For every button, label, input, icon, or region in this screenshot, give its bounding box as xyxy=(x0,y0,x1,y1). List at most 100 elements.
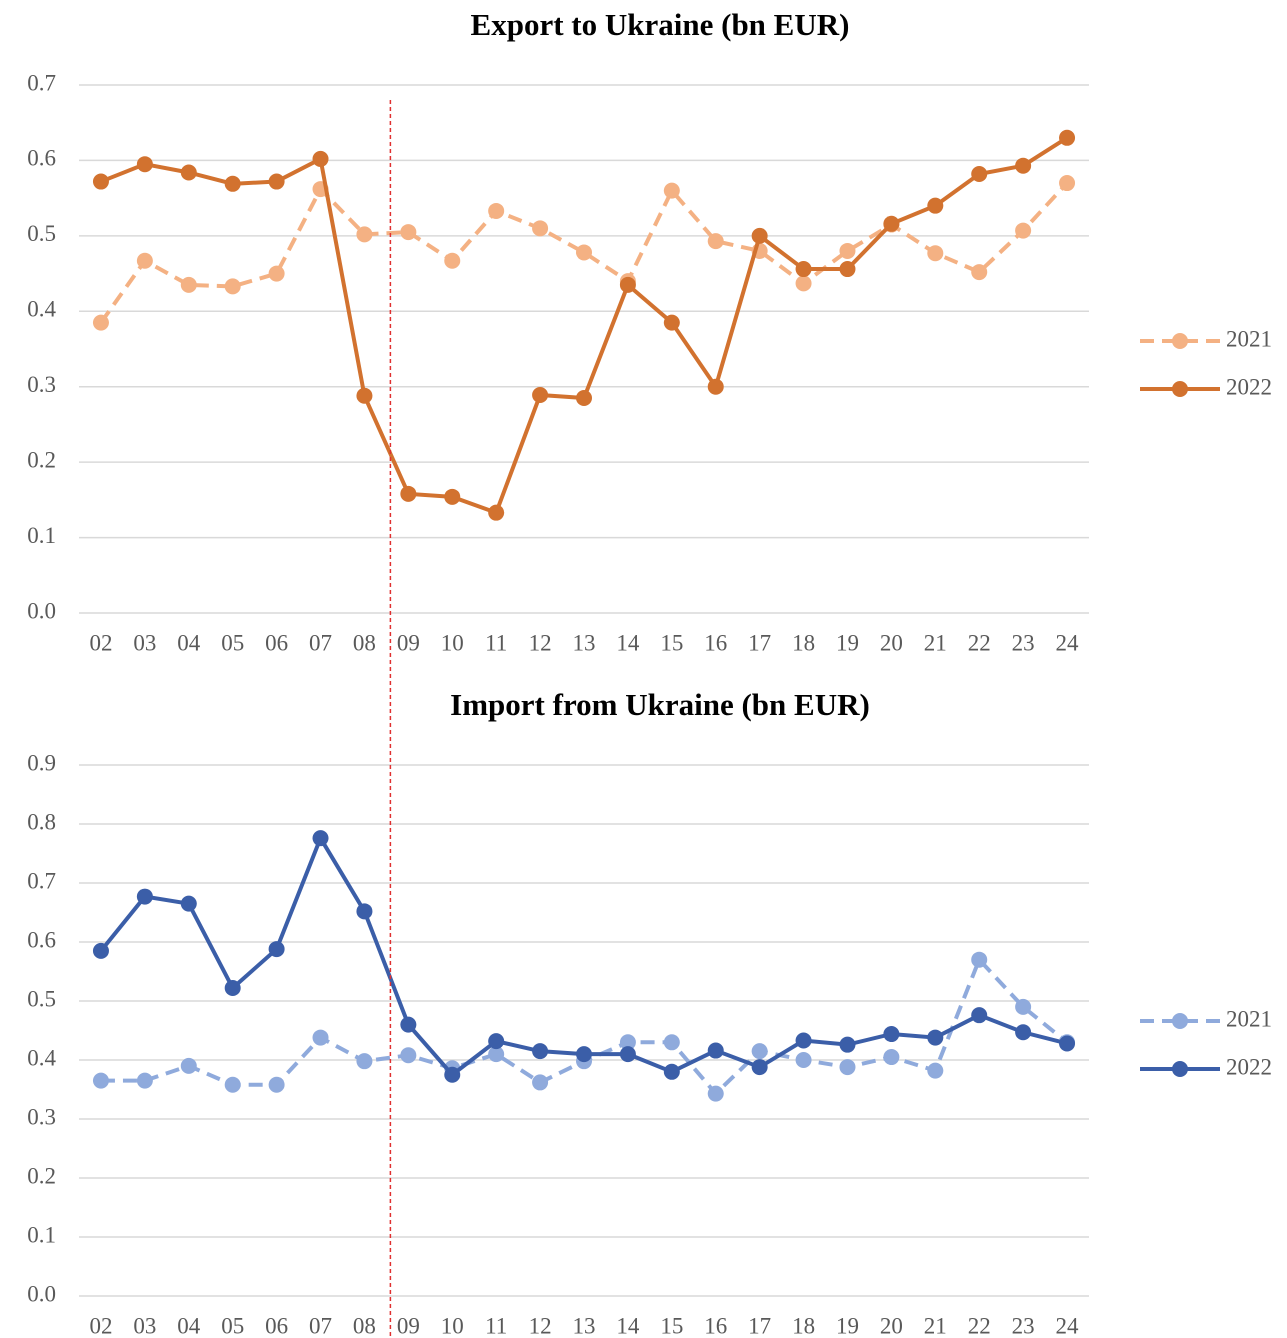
data-point xyxy=(707,378,724,395)
x-tick-label: 18 xyxy=(792,630,815,655)
data-point xyxy=(312,150,329,167)
data-point xyxy=(883,1026,900,1043)
data-point xyxy=(663,182,680,199)
x-tick-label: 24 xyxy=(1056,1313,1080,1338)
data-point xyxy=(92,173,109,190)
chart-title: Import from Ukraine (bn EUR) xyxy=(450,687,870,722)
data-point xyxy=(224,980,241,997)
data-point xyxy=(619,1046,636,1063)
data-point xyxy=(136,252,153,269)
data-point xyxy=(1015,222,1032,239)
data-point xyxy=(400,1016,417,1033)
data-point xyxy=(224,175,241,192)
x-tick-label: 14 xyxy=(616,1313,640,1338)
data-point xyxy=(619,276,636,293)
x-tick-label: 13 xyxy=(573,630,596,655)
x-tick-label: 04 xyxy=(177,630,201,655)
data-point xyxy=(663,314,680,331)
data-line xyxy=(99,181,1069,324)
x-tick-label: 21 xyxy=(924,1313,947,1338)
data-point xyxy=(1015,1024,1032,1041)
data-point xyxy=(883,1049,900,1066)
x-tick-label: 12 xyxy=(529,630,552,655)
y-tick-label: 0.5 xyxy=(27,221,56,246)
legend-label: 2021 xyxy=(1226,326,1272,351)
x-tick-label: 09 xyxy=(397,1313,420,1338)
legend-label: 2021 xyxy=(1226,1006,1272,1031)
x-tick-label: 17 xyxy=(748,630,771,655)
data-point xyxy=(180,895,197,912)
data-point xyxy=(839,1036,856,1053)
y-tick-label: 0.6 xyxy=(27,927,56,952)
x-tick-label: 05 xyxy=(221,1313,244,1338)
data-point xyxy=(971,166,988,183)
x-tick-label: 21 xyxy=(924,630,947,655)
data-point xyxy=(927,1062,944,1079)
x-tick-label: 24 xyxy=(1056,630,1080,655)
data-point xyxy=(356,226,373,243)
x-tick-label: 08 xyxy=(353,1313,376,1338)
data-point xyxy=(136,888,153,905)
data-point xyxy=(663,1063,680,1080)
data-point xyxy=(532,1074,549,1091)
x-tick-label: 16 xyxy=(704,630,727,655)
x-tick-label: 08 xyxy=(353,630,376,655)
data-point xyxy=(92,1072,109,1089)
data-point xyxy=(971,264,988,281)
data-point xyxy=(224,1076,241,1093)
data-point xyxy=(795,275,812,292)
data-point xyxy=(488,1046,505,1063)
data-point xyxy=(400,485,417,502)
y-tick-label: 0.7 xyxy=(27,70,56,95)
data-point xyxy=(532,220,549,237)
data-point xyxy=(795,261,812,278)
data-point xyxy=(356,387,373,404)
data-point xyxy=(707,1085,724,1102)
data-point xyxy=(751,1043,768,1060)
data-point xyxy=(356,1053,373,1070)
x-tick-label: 02 xyxy=(89,630,112,655)
legend-swatch-marker xyxy=(1172,381,1188,397)
x-tick-label: 13 xyxy=(573,1313,596,1338)
data-point xyxy=(92,314,109,331)
y-tick-label: 0.3 xyxy=(27,372,56,397)
x-tick-label: 16 xyxy=(704,1313,727,1338)
y-tick-label: 0.9 xyxy=(27,750,56,775)
data-point xyxy=(927,245,944,262)
data-point xyxy=(839,1059,856,1076)
data-point xyxy=(839,242,856,259)
data-point xyxy=(751,1059,768,1076)
x-tick-label: 17 xyxy=(748,1313,771,1338)
x-tick-label: 19 xyxy=(836,1313,859,1338)
data-point xyxy=(356,903,373,920)
data-point xyxy=(268,941,285,958)
data-point xyxy=(444,488,461,505)
data-point xyxy=(1059,129,1076,146)
y-tick-label: 0.1 xyxy=(27,523,56,548)
x-tick-label: 15 xyxy=(660,1313,683,1338)
data-point xyxy=(268,173,285,190)
data-point xyxy=(1015,998,1032,1015)
data-point xyxy=(663,1034,680,1051)
data-point xyxy=(400,224,417,241)
x-tick-label: 02 xyxy=(89,1313,112,1338)
x-tick-label: 14 xyxy=(616,630,640,655)
data-point xyxy=(444,1066,461,1083)
data-point xyxy=(312,1029,329,1046)
x-tick-label: 10 xyxy=(441,630,464,655)
data-line xyxy=(99,833,1068,1078)
data-point xyxy=(707,233,724,250)
data-point xyxy=(268,1076,285,1093)
x-tick-label: 11 xyxy=(485,630,507,655)
data-point xyxy=(312,830,329,847)
y-tick-label: 0.7 xyxy=(27,868,56,893)
data-point xyxy=(576,1046,592,1063)
data-point xyxy=(971,951,988,968)
x-tick-label: 10 xyxy=(441,1313,464,1338)
y-tick-label: 0.2 xyxy=(27,1163,56,1188)
data-point xyxy=(488,1033,505,1050)
data-point xyxy=(1059,1035,1076,1052)
chart-title: Export to Ukraine (bn EUR) xyxy=(471,7,850,42)
data-point xyxy=(532,387,549,404)
